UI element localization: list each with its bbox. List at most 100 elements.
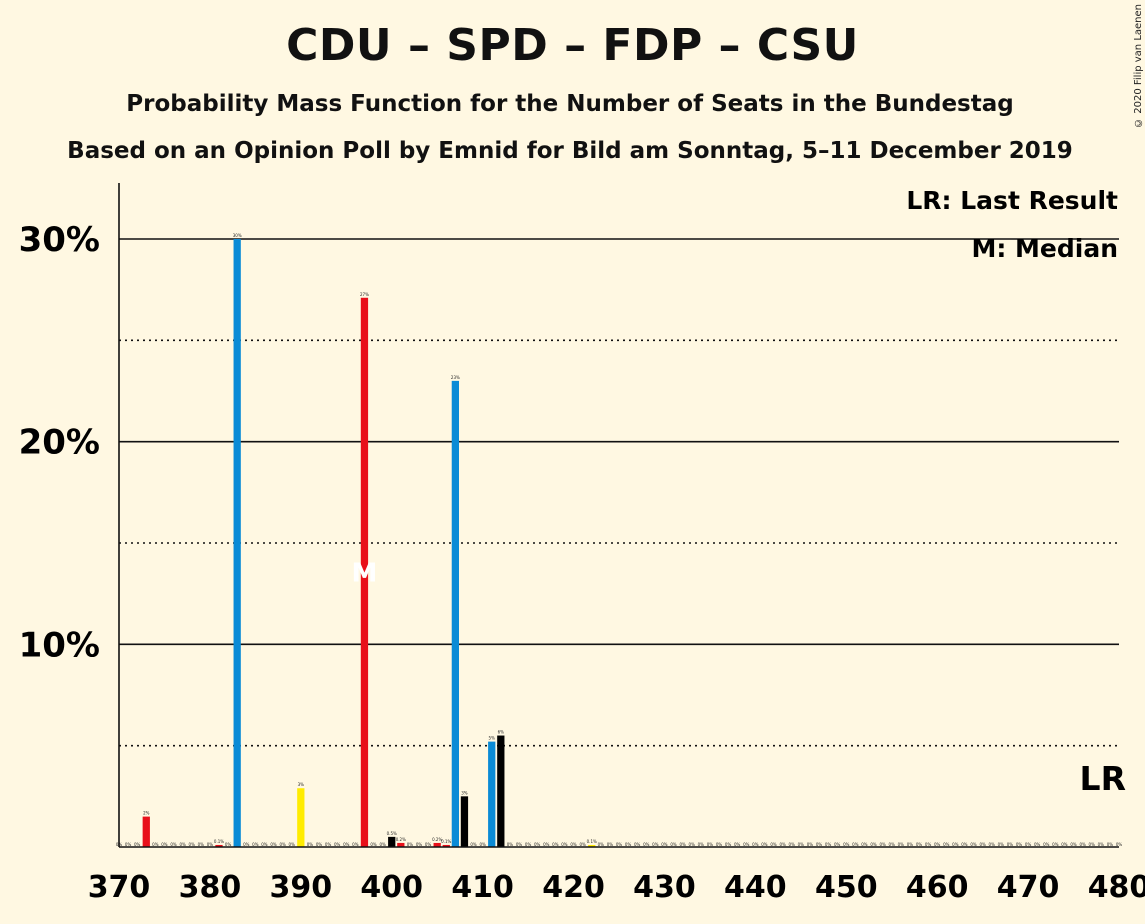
zero-label-469: 0% [1016,842,1023,847]
bar-label-405: 0.2% [432,837,442,842]
zero-label-444: 0% [789,842,796,847]
zero-label-419: 0% [561,842,568,847]
zero-label-433: 0% [689,842,696,847]
zero-label-388: 0% [279,842,286,847]
zero-label-461: 0% [943,842,950,847]
zero-label-438: 0% [734,842,741,847]
zero-label-448: 0% [825,842,832,847]
bar-407 [451,380,459,847]
zero-label-471: 0% [1034,842,1041,847]
zero-label-440: 0% [752,842,759,847]
zero-label-424: 0% [607,842,614,847]
zero-label-451: 0% [852,842,859,847]
x-tick-label: 410 [451,870,514,905]
zero-label-477: 0% [1089,842,1096,847]
zero-label-399: 0% [379,842,386,847]
zero-label-392: 0% [316,842,323,847]
zero-label-416: 0% [534,842,541,847]
zero-label-447: 0% [816,842,823,847]
zero-label-389: 0% [289,842,296,847]
zero-label-417: 0% [543,842,550,847]
bar-label-383: 30% [233,233,242,238]
bar-373 [142,816,150,847]
bar-408 [460,796,469,847]
zero-label-423: 0% [598,842,605,847]
chart-subtitle: Probability Mass Function for the Number… [126,91,1014,117]
legend: LR: Last Result M: Median LR [906,186,1126,798]
zero-label-457: 0% [907,842,914,847]
zero-label-464: 0% [970,842,977,847]
legend-median: M: Median [971,234,1118,263]
zero-label-467: 0% [998,842,1005,847]
x-tick-label: 460 [906,870,969,905]
zero-label-380: 0% [207,842,214,847]
bar-383 [233,239,241,847]
zero-label-378: 0% [189,842,196,847]
last-result-marker: LR [1080,759,1126,798]
zero-label-466: 0% [989,842,996,847]
zero-label-410: 0% [479,842,486,847]
zero-label-446: 0% [807,842,814,847]
zero-label-414: 0% [516,842,523,847]
zero-label-476: 0% [1079,842,1086,847]
bar-label-412: 6% [498,730,505,735]
x-tick-label: 380 [179,870,242,905]
zero-label-427: 0% [634,842,641,847]
zero-label-475: 0% [1070,842,1077,847]
zero-label-387: 0% [270,842,277,847]
bar-label-397: 27% [360,292,369,297]
zero-label-395: 0% [343,842,350,847]
zero-label-386: 0% [261,842,268,847]
zero-label-384: 0% [243,842,250,847]
zero-label-379: 0% [198,842,205,847]
zero-label-415: 0% [525,842,532,847]
bars [142,239,596,848]
x-tick-label: 400 [360,870,423,905]
y-tick-label: 10% [19,625,100,665]
zero-label-376: 0% [170,842,177,847]
zero-label-375: 0% [161,842,168,847]
zero-label-478: 0% [1098,842,1105,847]
zero-label-372: 0% [134,842,141,847]
zero-label-374: 0% [152,842,159,847]
zero-label-453: 0% [870,842,877,847]
x-tick-label: 420 [542,870,605,905]
zero-label-454: 0% [879,842,886,847]
bar-label-411: 5% [489,736,496,741]
bar-422 [588,844,596,847]
zero-label-394: 0% [334,842,341,847]
zero-label-462: 0% [952,842,959,847]
zero-label-459: 0% [925,842,932,847]
zero-label-402: 0% [407,842,414,847]
zero-label-421: 0% [579,842,586,847]
bar-label-401: 0.2% [396,837,406,842]
x-tick-label: 440 [724,870,787,905]
zero-label-456: 0% [898,842,905,847]
zero-label-480: 0% [1116,842,1123,847]
zero-label-445: 0% [798,842,805,847]
zero-label-432: 0% [679,842,686,847]
zero-label-472: 0% [1043,842,1050,847]
bar-405 [433,842,441,847]
legend-last-result: LR: Last Result [906,186,1118,215]
bar-390 [297,788,305,847]
zero-label-426: 0% [625,842,632,847]
x-tick-label: 430 [633,870,696,905]
zero-label-474: 0% [1061,842,1068,847]
x-tick-label: 390 [270,870,333,905]
zero-label-434: 0% [698,842,705,847]
zero-label-404: 0% [425,842,432,847]
bar-397 [360,297,369,848]
bar-label-400: 0.5% [387,831,397,836]
bar-400 [388,836,396,847]
x-tick-label: 450 [815,870,878,905]
x-tick-label: 480 [1088,870,1145,905]
bar-label-390: 3% [298,782,305,787]
zero-label-436: 0% [716,842,723,847]
zero-label-377: 0% [179,842,186,847]
zero-label-473: 0% [1052,842,1059,847]
zero-label-443: 0% [779,842,786,847]
axes [118,183,1119,848]
zero-label-439: 0% [743,842,750,847]
bar-label-373: 2% [143,811,150,816]
